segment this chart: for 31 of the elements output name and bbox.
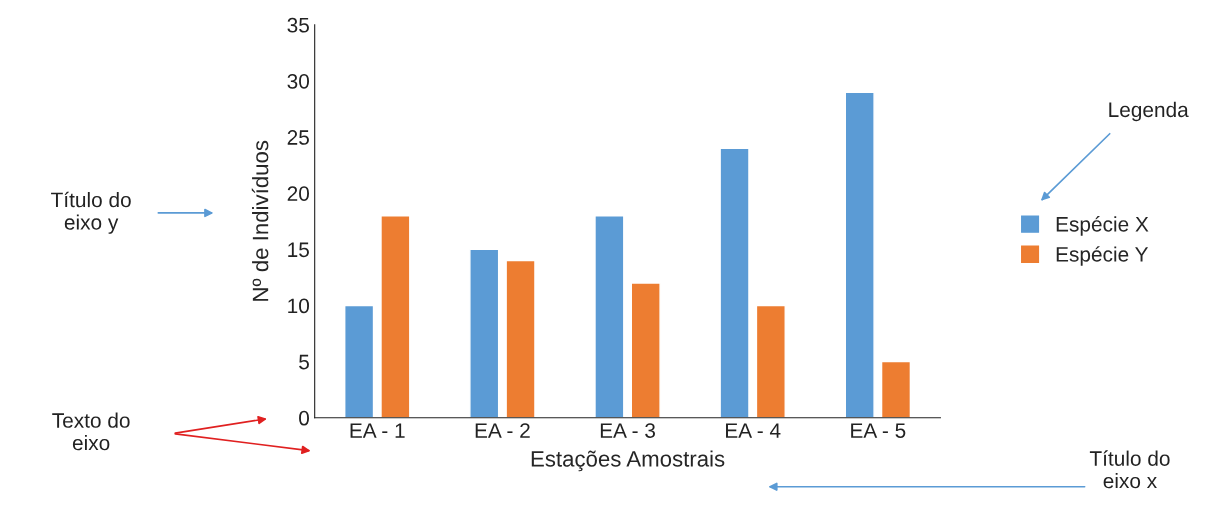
y-tick-label: 30 bbox=[287, 73, 310, 89]
y-tick-label: 15 bbox=[288, 242, 309, 258]
x-tick-label: EA - 5 bbox=[851, 423, 906, 438]
text: Título do eixo y bbox=[51, 191, 131, 234]
y-axis-title: Nº de Indivíduos bbox=[251, 140, 269, 301]
y-tick-label: 5 bbox=[299, 354, 309, 370]
y-tick-label: 10 bbox=[288, 298, 310, 314]
bar bbox=[505, 259, 536, 418]
y-tick-label: 0 bbox=[299, 410, 310, 426]
y-tick-label: 35 bbox=[287, 17, 309, 33]
text: Legenda bbox=[1109, 101, 1189, 122]
bar bbox=[719, 147, 750, 418]
x-axis-title: Estações Amostrais bbox=[531, 450, 725, 472]
x-tick-label: EA - 1 bbox=[350, 423, 405, 438]
bar bbox=[755, 304, 786, 418]
bar bbox=[594, 214, 625, 418]
y-tick-label: 25 bbox=[287, 130, 309, 145]
bar bbox=[630, 282, 661, 418]
bar bbox=[844, 91, 875, 418]
y-tick-label: 20 bbox=[287, 186, 310, 201]
text: Título do eixo x bbox=[1089, 450, 1170, 489]
legend-label: Espécie X bbox=[1056, 216, 1149, 236]
x-tick-label: EA - 2 bbox=[475, 423, 530, 438]
x-tick-label: EA - 4 bbox=[726, 423, 781, 438]
x-tick-label: EA - 3 bbox=[600, 423, 656, 438]
bar bbox=[380, 214, 411, 418]
bar bbox=[344, 304, 375, 418]
legend-label: Espécie Y bbox=[1056, 246, 1149, 266]
bar bbox=[880, 360, 912, 418]
text: Texto do eixo bbox=[52, 412, 130, 451]
bar bbox=[469, 248, 500, 418]
